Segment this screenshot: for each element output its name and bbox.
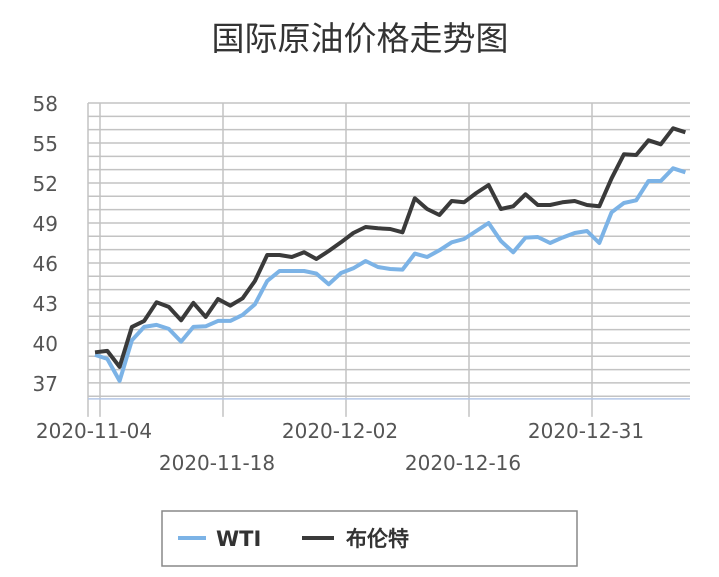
series-line-wti xyxy=(94,166,687,383)
x-tick-label: 2020-12-31 xyxy=(528,419,644,443)
x-tick-label: 2020-11-18 xyxy=(159,451,275,475)
gridlines xyxy=(87,102,690,417)
y-tick-label: 46 xyxy=(33,252,58,276)
y-tick-label: 37 xyxy=(33,372,58,396)
chart-title: 国际原油价格走势图 xyxy=(212,19,509,58)
x-tick-label: 2020-12-16 xyxy=(405,451,521,475)
legend: WTI 布伦特 xyxy=(161,510,578,567)
y-tick-label: 52 xyxy=(33,172,58,196)
x-tick-label: 2020-12-02 xyxy=(282,419,398,443)
x-tick-label: 2020-11-04 xyxy=(36,419,152,443)
y-tick-label: 55 xyxy=(33,132,58,156)
legend-label-brent: 布伦特 xyxy=(346,527,409,551)
legend-box xyxy=(161,510,578,567)
y-tick-label: 40 xyxy=(33,332,58,356)
y-tick-label: 43 xyxy=(33,292,58,316)
x-axis-ticks: 2020-11-04 2020-11-18 2020-12-02 2020-12-16… xyxy=(36,419,644,475)
y-axis-ticks: 37 40 43 46 49 52 55 58 xyxy=(33,92,58,396)
legend-label-wti: WTI xyxy=(216,527,261,551)
y-tick-label: 58 xyxy=(33,92,58,116)
series-lines xyxy=(94,126,687,383)
y-tick-label: 49 xyxy=(33,212,58,236)
series-line-brent xyxy=(94,126,687,369)
